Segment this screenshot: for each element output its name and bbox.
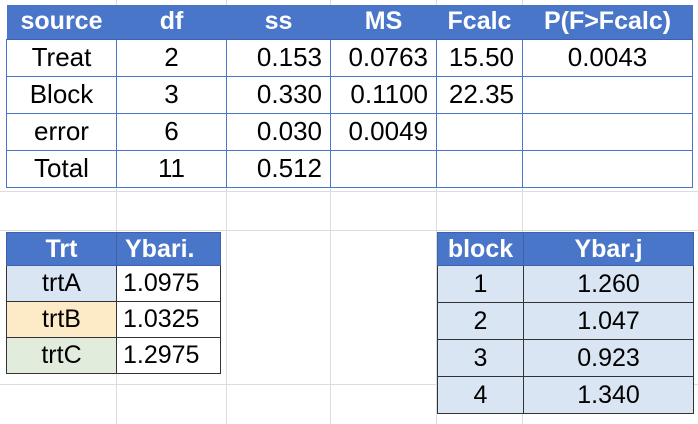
cell-treatment[interactable]: trtC bbox=[6, 337, 117, 374]
cell-ms[interactable]: 0.1100 bbox=[330, 75, 437, 114]
gridline bbox=[116, 0, 117, 424]
cell-block-mean[interactable]: 1.047 bbox=[523, 302, 694, 340]
cell-p-value[interactable] bbox=[522, 75, 693, 114]
table-row: error 6 0.030 0.0049 bbox=[6, 112, 693, 151]
header-trt[interactable]: Trt bbox=[6, 232, 117, 266]
cell-p-value[interactable] bbox=[522, 149, 693, 188]
header-ybar-j[interactable]: Ybar.j bbox=[523, 232, 694, 266]
gridline bbox=[0, 384, 698, 385]
gridline bbox=[436, 0, 437, 424]
cell-source[interactable]: error bbox=[6, 112, 117, 151]
cell-block[interactable]: 4 bbox=[437, 376, 524, 414]
cell-treatment[interactable]: trtA bbox=[6, 265, 117, 302]
cell-source[interactable]: Total bbox=[6, 149, 117, 188]
cell-df[interactable]: 3 bbox=[116, 75, 227, 114]
anova-table: source df ss MS Fcalc P(F>Fcalc) Treat 2… bbox=[6, 5, 693, 188]
header-fcalc[interactable]: Fcalc bbox=[436, 5, 523, 40]
block-header-row: block Ybar.j bbox=[437, 232, 694, 266]
cell-treatment-mean[interactable]: 1.2975 bbox=[116, 337, 221, 374]
treatment-header-row: Trt Ybari. bbox=[6, 232, 221, 266]
cell-block[interactable]: 3 bbox=[437, 339, 524, 377]
cell-block-mean[interactable]: 0.923 bbox=[523, 339, 694, 377]
cell-ss[interactable]: 0.153 bbox=[226, 38, 331, 77]
header-ms[interactable]: MS bbox=[330, 5, 437, 40]
cell-treatment[interactable]: trtB bbox=[6, 301, 117, 338]
table-row: trtB 1.0325 bbox=[6, 301, 221, 338]
cell-treatment-mean[interactable]: 1.0325 bbox=[116, 301, 221, 338]
table-row: 4 1.340 bbox=[437, 376, 694, 414]
table-row: 2 1.047 bbox=[437, 302, 694, 340]
cell-p-value[interactable]: 0.0043 bbox=[522, 38, 693, 77]
table-row: Treat 2 0.153 0.0763 15.50 0.0043 bbox=[6, 38, 693, 77]
cell-ss[interactable]: 0.030 bbox=[226, 112, 331, 151]
cell-df[interactable]: 2 bbox=[116, 38, 227, 77]
gridline bbox=[0, 191, 698, 192]
gridline bbox=[226, 0, 227, 424]
table-row: trtC 1.2975 bbox=[6, 337, 221, 374]
cell-ss[interactable]: 0.512 bbox=[226, 149, 331, 188]
cell-ss[interactable]: 0.330 bbox=[226, 75, 331, 114]
treatment-means-table: Trt Ybari. trtA 1.0975 trtB 1.0325 trtC … bbox=[6, 232, 221, 374]
cell-df[interactable]: 6 bbox=[116, 112, 227, 151]
gridline bbox=[0, 230, 698, 231]
cell-p-value[interactable] bbox=[522, 112, 693, 151]
table-row: Total 11 0.512 bbox=[6, 149, 693, 188]
cell-fcalc[interactable] bbox=[436, 112, 523, 151]
cell-block-mean[interactable]: 1.260 bbox=[523, 265, 694, 303]
cell-ms[interactable]: 0.0049 bbox=[330, 112, 437, 151]
table-row: 3 0.923 bbox=[437, 339, 694, 377]
header-ybar-i[interactable]: Ybari. bbox=[116, 232, 221, 266]
table-row: trtA 1.0975 bbox=[6, 265, 221, 302]
cell-block-mean[interactable]: 1.340 bbox=[523, 376, 694, 414]
cell-treatment-mean[interactable]: 1.0975 bbox=[116, 265, 221, 302]
gridline bbox=[522, 0, 523, 424]
header-source[interactable]: source bbox=[6, 5, 117, 40]
anova-header-row: source df ss MS Fcalc P(F>Fcalc) bbox=[6, 5, 693, 40]
cell-ms[interactable]: 0.0763 bbox=[330, 38, 437, 77]
cell-source[interactable]: Treat bbox=[6, 38, 117, 77]
header-block[interactable]: block bbox=[437, 232, 524, 266]
table-row: 1 1.260 bbox=[437, 265, 694, 303]
cell-block[interactable]: 2 bbox=[437, 302, 524, 340]
cell-fcalc[interactable] bbox=[436, 149, 523, 188]
cell-df[interactable]: 11 bbox=[116, 149, 227, 188]
gridline bbox=[330, 0, 331, 424]
header-p-value[interactable]: P(F>Fcalc) bbox=[522, 5, 693, 40]
cell-fcalc[interactable]: 15.50 bbox=[436, 38, 523, 77]
cell-block[interactable]: 1 bbox=[437, 265, 524, 303]
table-row: Block 3 0.330 0.1100 22.35 bbox=[6, 75, 693, 114]
cell-fcalc[interactable]: 22.35 bbox=[436, 75, 523, 114]
block-means-table: block Ybar.j 1 1.260 2 1.047 3 0.923 4 1… bbox=[437, 232, 694, 414]
header-ss[interactable]: ss bbox=[226, 5, 331, 40]
header-df[interactable]: df bbox=[116, 5, 227, 40]
cell-ms[interactable] bbox=[330, 149, 437, 188]
cell-source[interactable]: Block bbox=[6, 75, 117, 114]
